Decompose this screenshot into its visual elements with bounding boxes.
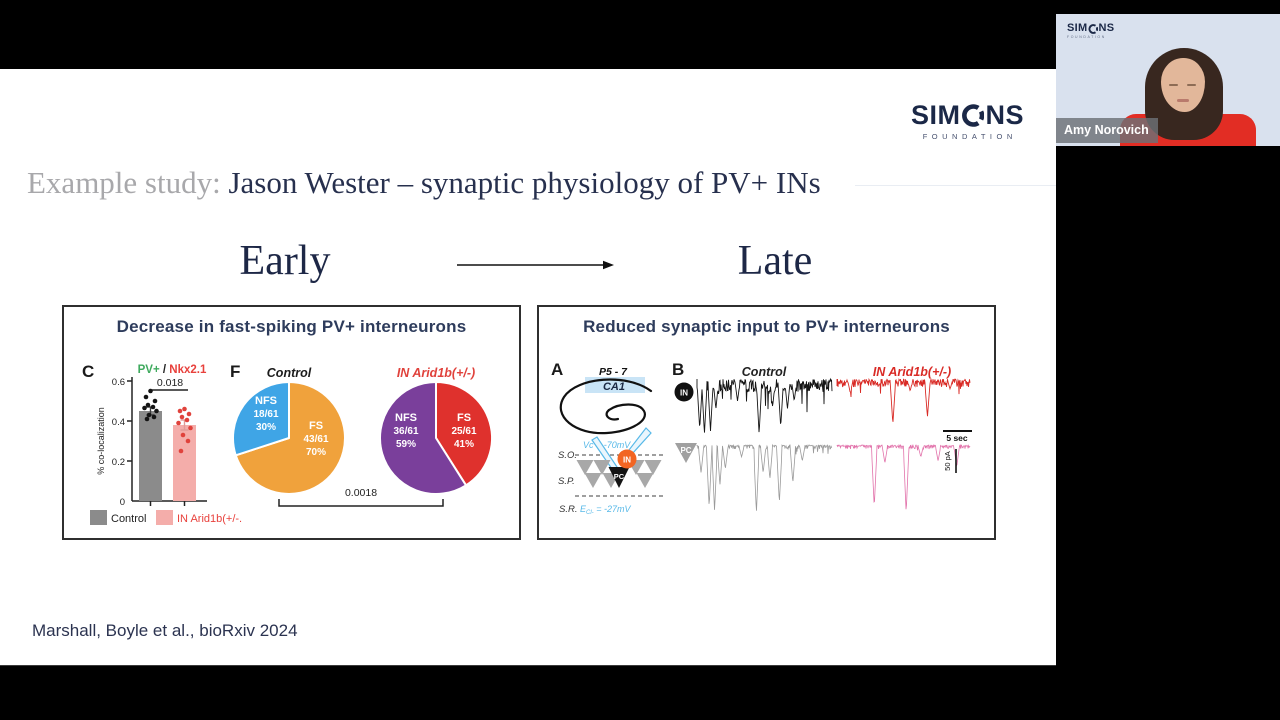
bar-chart-header: PV+ / Nkx2.1 <box>138 364 207 376</box>
age-label: P5 - 7 <box>599 366 628 378</box>
ytick-0: 0 <box>120 497 125 508</box>
citation: Marshall, Boyle et al., bioRxiv 2024 <box>32 621 298 640</box>
logo-subtitle: FOUNDATION <box>922 132 1017 141</box>
pie-arid <box>379 381 493 495</box>
svg-text:18/61: 18/61 <box>253 409 278 420</box>
in-row-icon <box>674 382 694 402</box>
speaker-mouth <box>1177 99 1189 102</box>
hippocampus-outline <box>559 378 653 435</box>
ytick-0.2: 0.2 <box>112 457 125 468</box>
layer-so-label: S.O. <box>558 450 577 461</box>
in-row-label: IN <box>680 389 688 398</box>
phase-label-early: Early <box>239 238 331 284</box>
pie-arid-labels: NFS 36/61 59% FS 25/61 41% <box>393 412 476 450</box>
panel-b-label: B <box>672 360 684 379</box>
logo-text-left: SIM <box>910 100 961 130</box>
panel-c-label: C <box>82 362 94 381</box>
svg-text:70%: 70% <box>306 447 326 458</box>
pc-row-icon <box>675 443 697 463</box>
pc-cell-label: PC <box>614 472 625 481</box>
bar-p-value: 0.018 <box>157 377 183 389</box>
y-axis-label: % co-localization <box>96 407 106 475</box>
webcam-logo-right: NS <box>1098 22 1115 34</box>
layer-sp-label: S.P. <box>558 476 575 487</box>
pie-arid-title: IN Arid1b(+/-) <box>397 366 475 380</box>
ecl-label: ECl- = -27mV <box>580 504 631 516</box>
svg-text:59%: 59% <box>396 439 416 450</box>
bars <box>139 411 196 501</box>
svg-text:30%: 30% <box>256 422 276 433</box>
scatter-dots <box>142 388 193 454</box>
speaker-eye-left <box>1169 84 1178 86</box>
pc-cell <box>608 467 630 488</box>
panel-f-label: F <box>230 362 240 381</box>
pie-significance-bracket <box>278 499 444 507</box>
current-scalebar-label: 50 pA <box>943 451 952 471</box>
panel-a-label: A <box>551 360 563 379</box>
logo-text-right: NS <box>985 100 1024 130</box>
in-cell-label: IN <box>623 456 631 465</box>
early-to-late-arrow <box>457 260 614 270</box>
legend-swatch-control <box>90 510 107 525</box>
slide-title-main: Jason Wester – synaptic physiology of PV… <box>228 165 821 200</box>
panel-synaptic-input: Reduced synaptic input to PV+ interneuro… <box>537 305 996 540</box>
svg-text:36/61: 36/61 <box>393 426 418 437</box>
slide-title: Example study: Jason Wester – synaptic p… <box>27 165 821 201</box>
vc-label: Vc = -70mV <box>583 440 631 450</box>
webcam-simons-logo: SIM NS FOUNDATION <box>1067 22 1115 40</box>
trace-col-arid: IN Arid1b(+/-) <box>873 365 951 379</box>
left-panel-title: Decrease in fast-spiking PV+ interneuron… <box>116 317 467 336</box>
webcam-logo-left: SIM <box>1067 22 1088 34</box>
svg-text:25/61: 25/61 <box>451 426 476 437</box>
right-panel-figure: A P5 - 7 CA1 S.O. Vc = -70mV <box>551 360 972 516</box>
logo-o-icon <box>962 104 985 127</box>
ca1-label: CA1 <box>603 381 625 393</box>
speaker-eye-right <box>1187 84 1196 86</box>
pie-control <box>232 381 346 495</box>
phase-label-late: Late <box>737 238 813 284</box>
pc-row-label: PC <box>680 446 691 455</box>
legend-label-control: Control <box>111 513 146 525</box>
in-cell <box>617 449 637 469</box>
webcam-tile[interactable]: SIM NS FOUNDATION Amy Norovich <box>1056 14 1280 146</box>
y-axis-ticks <box>127 380 186 506</box>
webcam-logo-subtitle: FOUNDATION <box>1067 35 1106 39</box>
left-panel-figure: C PV+ / Nkx2.1 0.018 0.6 0.4 0.2 0 % co-… <box>82 362 493 525</box>
speaker-name-tag: Amy Norovich <box>1056 118 1158 143</box>
pie-control-title: Control <box>267 366 312 380</box>
right-panel-title: Reduced synaptic input to PV+ interneuro… <box>583 317 950 336</box>
panel-fast-spiking: Decrease in fast-spiking PV+ interneuron… <box>62 305 521 540</box>
ytick-0.6: 0.6 <box>112 377 125 388</box>
svg-text:43/61: 43/61 <box>303 434 328 445</box>
trace-col-control: Control <box>742 365 787 379</box>
speaker-face <box>1161 58 1205 112</box>
pie-p-value: 0.0018 <box>345 487 377 499</box>
presentation-slide: SIM NS FOUNDATION Example study: Jason W… <box>0 69 1056 666</box>
ephys-traces <box>696 377 971 511</box>
ytick-0.4: 0.4 <box>112 417 125 428</box>
svg-text:FS: FS <box>457 412 471 424</box>
layer-sr-label: S.R. <box>559 504 577 515</box>
title-divider-line <box>855 185 1056 186</box>
simons-foundation-logo: SIM NS FOUNDATION <box>910 100 1024 142</box>
pyramidal-cells <box>576 460 662 488</box>
legend-swatch-arid <box>156 510 173 525</box>
time-scalebar-label: 5 sec <box>946 433 968 443</box>
legend-label-arid: IN Arid1b(+/-. <box>177 513 242 525</box>
webcam-logo-o-icon <box>1088 23 1098 34</box>
svg-text:NFS: NFS <box>395 412 417 424</box>
pipette-to-in <box>628 427 652 455</box>
slide-title-prefix: Example study: <box>27 165 229 200</box>
svg-text:NFS: NFS <box>255 395 277 407</box>
svg-text:FS: FS <box>309 420 323 432</box>
pie-control-labels: NFS 18/61 30% FS 43/61 70% <box>253 395 328 458</box>
svg-text:41%: 41% <box>454 439 474 450</box>
